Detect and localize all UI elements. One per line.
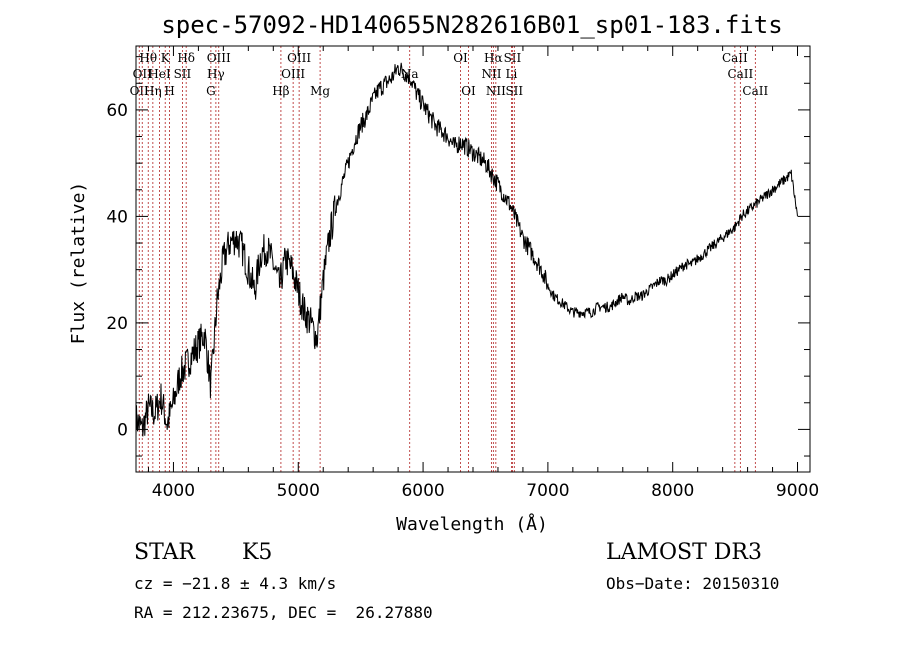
line-marker-label: NII xyxy=(481,67,501,81)
line-marker-label: H xyxy=(164,84,174,98)
survey-name: LAMOST DR3 xyxy=(606,540,762,565)
line-marker-label: Li xyxy=(506,67,518,81)
line-marker-label: Hη xyxy=(144,84,162,98)
line-marker-label: Mg xyxy=(310,84,330,98)
x-tick-label: 5000 xyxy=(277,481,320,501)
y-tick-label: 60 xyxy=(106,101,128,121)
line-marker-label: K xyxy=(161,51,171,65)
line-marker-label: CaII xyxy=(742,84,768,98)
object-class: STAR xyxy=(134,540,195,565)
line-markers: OIIOIIHθHηHeIKHSIIHδGHγOIIIHβOIIIOIIIMgN… xyxy=(130,46,768,472)
axes: 4000 5000 6000 7000 8000 9000 0 20 40 60 xyxy=(106,45,819,501)
line-marker-label: OI xyxy=(453,51,468,65)
x-tick-label: 8000 xyxy=(651,481,694,501)
line-marker-label: SII xyxy=(504,51,522,65)
line-marker-label: OII xyxy=(133,67,153,81)
x-tick-label: 6000 xyxy=(401,481,444,501)
line-marker-label: OI xyxy=(461,84,476,98)
x-tick-label: 9000 xyxy=(776,481,819,501)
line-marker-label: G xyxy=(206,84,216,98)
chart-title: spec-57092-HD140655N282616B01_sp01-183.f… xyxy=(161,11,782,39)
line-marker-label: OIII xyxy=(287,51,311,65)
line-marker-label: OIII xyxy=(207,51,231,65)
x-tick-label: 4000 xyxy=(152,481,195,501)
line-marker-label: CaII xyxy=(722,51,748,65)
x-axis-label: Wavelength (Å) xyxy=(396,513,548,535)
line-marker-label: OIII xyxy=(281,67,305,81)
y-axis-label: Flux (relative) xyxy=(68,182,89,345)
line-marker-label: Hα xyxy=(484,51,503,65)
plot-area xyxy=(135,62,798,437)
ra-dec: RA = 212.23675, DEC = 26.27880 xyxy=(134,603,433,622)
redshift-cz: cz = −21.8 ± 4.3 km/s xyxy=(134,574,337,593)
line-marker-label: CaII xyxy=(727,67,753,81)
spectrum-line xyxy=(135,62,798,437)
observation-date: Obs−Date: 20150310 xyxy=(606,574,780,593)
plot-frame xyxy=(135,45,811,473)
object-subclass: K5 xyxy=(242,540,273,565)
line-marker-label: HeI xyxy=(148,67,171,81)
y-tick-label: 40 xyxy=(106,207,128,227)
line-marker-label: SII xyxy=(174,67,192,81)
line-marker-label: Hδ xyxy=(177,51,195,65)
line-marker-label: Hγ xyxy=(207,67,225,81)
y-tick-label: 20 xyxy=(106,314,128,334)
line-marker-label: OII xyxy=(130,84,150,98)
line-marker-label: Hθ xyxy=(139,51,157,65)
line-marker-label: Hβ xyxy=(272,84,289,98)
line-marker-label: NII xyxy=(486,84,506,98)
x-tick-label: 7000 xyxy=(526,481,569,501)
y-tick-label: 0 xyxy=(117,420,128,440)
line-marker-label: SII xyxy=(505,84,523,98)
